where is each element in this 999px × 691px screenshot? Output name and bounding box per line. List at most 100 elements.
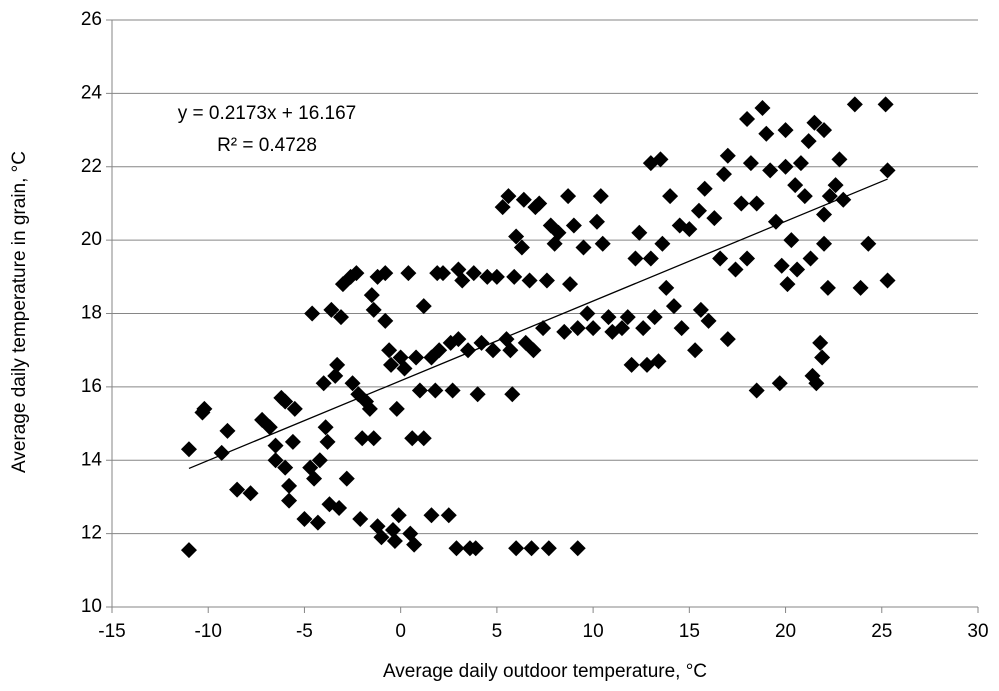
point — [806, 114, 823, 131]
point — [281, 492, 298, 509]
point — [662, 188, 679, 205]
point — [692, 301, 709, 318]
point — [440, 507, 457, 524]
point — [560, 188, 577, 205]
point — [467, 540, 484, 557]
point — [673, 320, 690, 337]
point — [315, 375, 332, 392]
point — [635, 320, 652, 337]
x-tick-label: 20 — [775, 621, 796, 642]
point — [390, 507, 407, 524]
point — [329, 356, 346, 373]
point — [754, 100, 771, 117]
point — [821, 188, 838, 205]
y-tick-label: 18 — [81, 303, 102, 324]
point — [508, 540, 525, 557]
point — [444, 382, 461, 399]
point — [777, 158, 794, 175]
point — [404, 430, 421, 447]
point — [613, 320, 630, 337]
point — [515, 191, 532, 208]
point — [427, 382, 444, 399]
point — [579, 305, 596, 322]
point — [767, 213, 784, 230]
point — [521, 272, 538, 289]
point — [406, 536, 423, 553]
y-tick-label: 20 — [81, 229, 102, 250]
point — [277, 459, 294, 476]
trendline — [188, 178, 888, 470]
point — [277, 393, 294, 410]
point — [196, 400, 213, 417]
point — [377, 265, 394, 282]
point — [284, 433, 301, 450]
point — [827, 177, 844, 194]
x-tick-label: 15 — [679, 621, 700, 642]
point — [344, 375, 361, 392]
point — [646, 309, 663, 326]
point — [281, 477, 298, 494]
point — [354, 430, 371, 447]
point — [819, 279, 836, 296]
point — [415, 298, 432, 315]
point — [814, 349, 831, 366]
point — [306, 470, 323, 487]
point — [771, 375, 788, 392]
point — [860, 235, 877, 252]
point — [585, 320, 602, 337]
point — [229, 481, 246, 498]
point — [712, 250, 729, 267]
point — [652, 151, 669, 168]
point — [400, 265, 417, 282]
x-tick-label: 25 — [871, 621, 892, 642]
point — [696, 180, 713, 197]
x-axis-label: Average daily outdoor temperature, °C — [383, 661, 707, 682]
point — [727, 261, 744, 278]
point — [384, 521, 401, 538]
point — [802, 250, 819, 267]
point — [494, 199, 511, 216]
point — [331, 499, 348, 516]
point — [513, 239, 530, 256]
point — [631, 224, 648, 241]
point — [748, 195, 765, 212]
x-tick-label: 10 — [583, 621, 604, 642]
point — [687, 342, 704, 359]
point — [479, 268, 496, 285]
point — [363, 287, 380, 304]
point — [540, 540, 557, 557]
point — [796, 188, 813, 205]
point — [789, 261, 806, 278]
point — [877, 96, 894, 113]
point — [396, 360, 413, 377]
y-tick-label: 16 — [81, 376, 102, 397]
point — [465, 265, 482, 282]
point — [365, 301, 382, 318]
point — [435, 265, 452, 282]
point — [742, 155, 759, 172]
point — [733, 195, 750, 212]
point — [373, 529, 390, 546]
point — [411, 382, 428, 399]
point — [535, 320, 552, 337]
point — [180, 441, 197, 458]
point — [800, 133, 817, 150]
point — [592, 188, 609, 205]
point — [180, 542, 197, 559]
point — [758, 125, 775, 142]
y-tick-label: 26 — [81, 9, 102, 30]
point — [787, 177, 804, 194]
point — [762, 162, 779, 179]
point — [700, 312, 717, 329]
point — [623, 356, 640, 373]
point — [319, 433, 336, 450]
trendline-r2: R² = 0.4728 — [217, 135, 317, 156]
x-tick-label: 30 — [967, 621, 988, 642]
point — [333, 309, 350, 326]
point — [386, 532, 403, 549]
point — [831, 151, 848, 168]
y-axis-label: Average daily temperature in grain, °C — [9, 151, 30, 473]
point — [777, 122, 794, 139]
point — [816, 206, 833, 223]
